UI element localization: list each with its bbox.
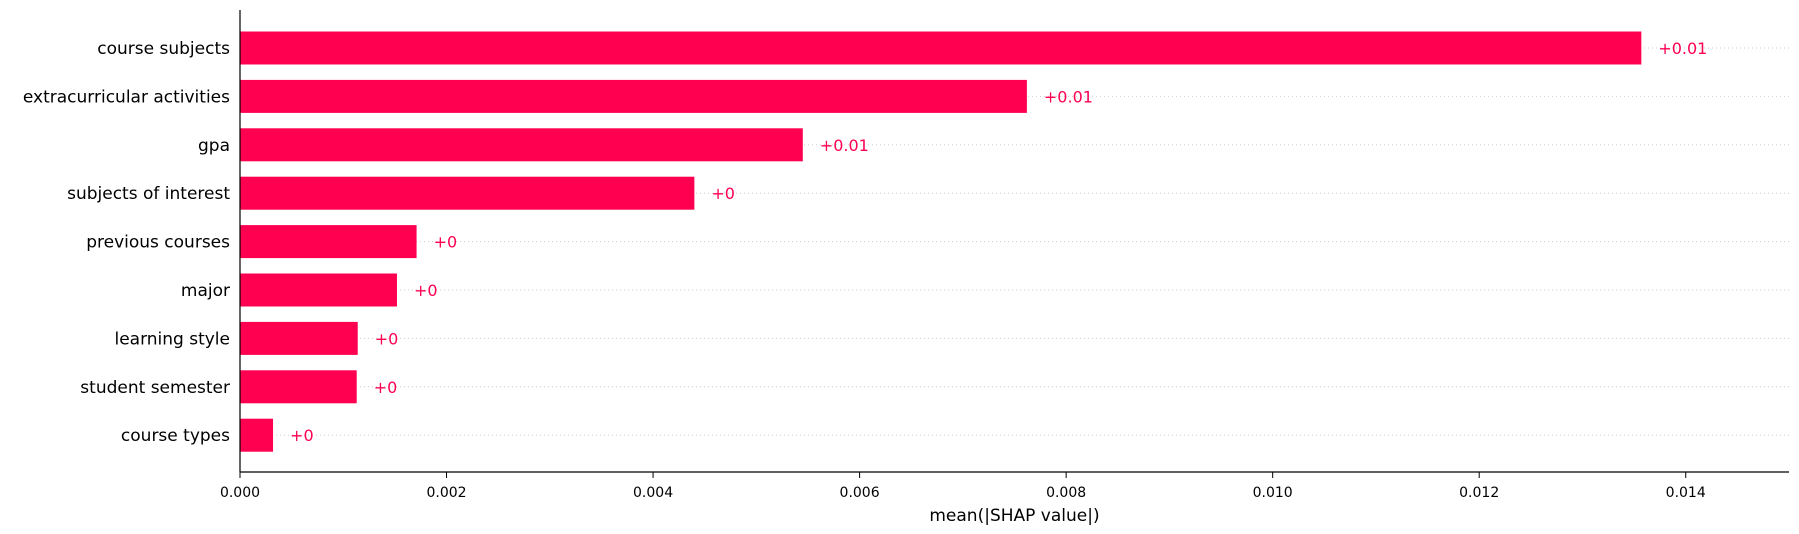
x-tick-layer: 0.000 0.002 0.004 0.006 0.008 0.010 0.012 0.014 — [220, 472, 1706, 501]
category-label: course subjects — [97, 39, 230, 59]
value-label: +0.01 — [1044, 87, 1093, 106]
axis-layer — [239, 10, 1789, 473]
x-tick-label: 0.010 — [1253, 485, 1293, 501]
x-tick-label: 0.008 — [1046, 485, 1086, 501]
bar-major — [240, 273, 397, 307]
x-tick-label: 0.000 — [220, 485, 260, 501]
value-label: +0 — [374, 378, 398, 397]
bar-previous-courses — [240, 225, 417, 259]
x-tick-label: 0.014 — [1666, 485, 1706, 501]
category-label: course types — [121, 426, 230, 446]
x-axis-label: mean(|SHAP value|) — [929, 506, 1099, 526]
bar-student-semester — [240, 370, 357, 404]
value-label: +0 — [375, 329, 399, 348]
value-label: +0 — [711, 184, 735, 203]
value-label: +0.01 — [1658, 39, 1707, 58]
x-tick-label: 0.004 — [633, 485, 673, 501]
bar-learning-style — [240, 321, 358, 355]
category-label: student semester — [80, 378, 230, 398]
bar-subjects-of-interest — [240, 176, 695, 210]
value-label-layer: +0.01 +0.01 +0.01 +0 +0 +0 +0 +0 +0 — [290, 39, 1707, 445]
bar-layer — [240, 31, 1642, 452]
category-label-layer: course subjects extracurricular activitie… — [23, 39, 230, 446]
bar-extracurricular-activities — [240, 79, 1027, 113]
value-label: +0.01 — [820, 136, 869, 155]
x-tick-label: 0.012 — [1459, 485, 1499, 501]
value-label: +0 — [434, 233, 458, 252]
x-tick-label: 0.006 — [840, 485, 880, 501]
category-label: subjects of interest — [67, 184, 230, 204]
value-label: +0 — [414, 281, 438, 300]
value-label: +0 — [290, 426, 314, 445]
category-label: extracurricular activities — [23, 87, 230, 107]
category-label: gpa — [198, 136, 230, 156]
bar-gpa — [240, 128, 803, 162]
bar-course-subjects — [240, 31, 1642, 65]
x-tick-label: 0.002 — [426, 485, 466, 501]
category-label: major — [181, 281, 230, 301]
category-label: learning style — [114, 329, 230, 349]
category-label: previous courses — [86, 233, 230, 253]
bar-course-types — [240, 418, 274, 452]
